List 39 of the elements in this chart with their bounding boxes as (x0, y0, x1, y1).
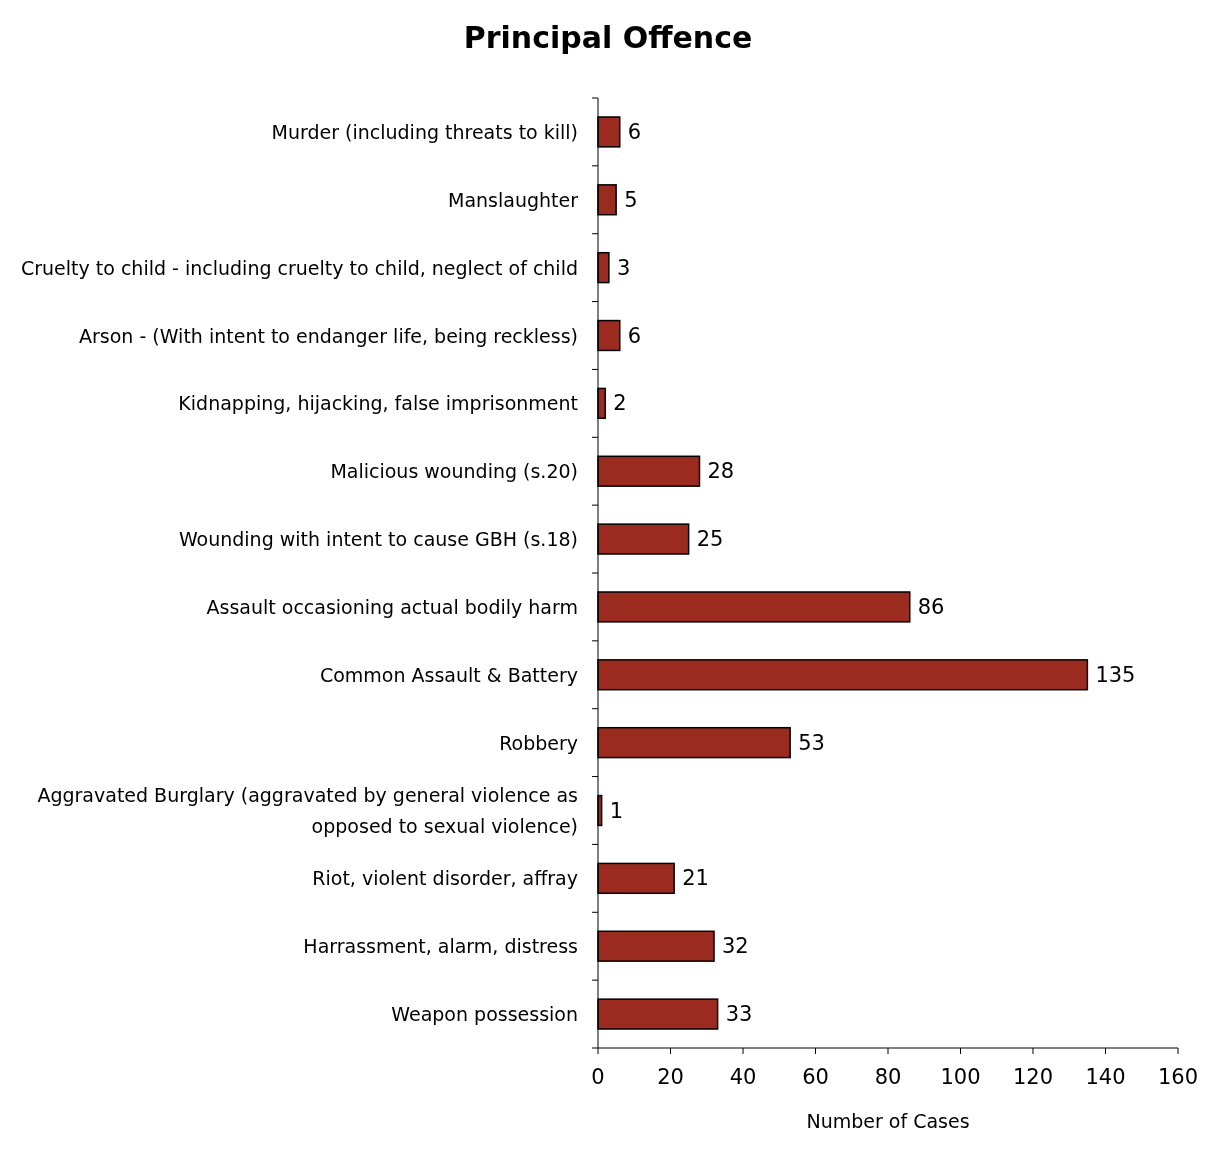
y-tick-label: Arson - (With intent to endanger life, being reckless) (79, 324, 578, 347)
y-tick-label: Cruelty to child - including cruelty to child, neglect of child (20, 256, 578, 279)
y-tick-label: Manslaughter (448, 188, 579, 211)
x-tick-label: 140 (1085, 1065, 1126, 1089)
y-tick-label: Murder (including threats to kill) (271, 120, 578, 143)
data-label: 25 (696, 527, 724, 552)
y-tick-label: Riot, violent disorder, affray (312, 867, 578, 890)
data-label: 32 (722, 934, 749, 959)
x-tick-label: 80 (874, 1065, 902, 1089)
y-tick-label: Common Assault & Battery (319, 663, 578, 686)
y-tick-label: Harrassment, alarm, distress (303, 935, 578, 958)
data-label: 1 (609, 798, 623, 823)
data-label: 5 (624, 187, 638, 212)
x-tick-label: 120 (1012, 1065, 1054, 1089)
data-label: 3 (616, 255, 631, 280)
y-tick-label: Wounding with intent to cause GBH (s.18) (178, 528, 578, 551)
data-label: 28 (707, 459, 735, 484)
data-label: 6 (627, 323, 642, 348)
y-tick-label: Kidnapping, hijacking, false imprisonment (178, 392, 578, 415)
data-label: 135 (1095, 662, 1136, 687)
y-tick-label: Malicious wounding (s.20) (330, 460, 578, 483)
y-tick-label: Robbery (499, 731, 578, 754)
x-axis-title: Number of Cases (806, 1110, 970, 1132)
y-tick-label: Aggravated Burglary (aggravated by general violence as opposed to sexual violence) (37, 784, 578, 837)
x-tick-label: 0 (591, 1065, 605, 1089)
y-tick-label: Weapon possession (391, 1003, 578, 1026)
data-label: 53 (798, 730, 825, 755)
data-label: 21 (682, 866, 709, 891)
chart-title: Principal Offence (463, 20, 753, 55)
data-label: 33 (725, 1002, 753, 1027)
x-tick-label: 100 (940, 1065, 981, 1089)
data-label: 2 (613, 391, 627, 416)
data-label: 6 (627, 119, 642, 144)
x-tick-label: 160 (1157, 1065, 1199, 1089)
y-tick-label: Assault occasioning actual bodily harm (206, 595, 578, 618)
x-tick-label: 40 (729, 1065, 757, 1089)
x-tick-label: 20 (657, 1065, 684, 1089)
x-tick-label: 60 (802, 1065, 829, 1089)
data-label: 86 (917, 594, 945, 619)
